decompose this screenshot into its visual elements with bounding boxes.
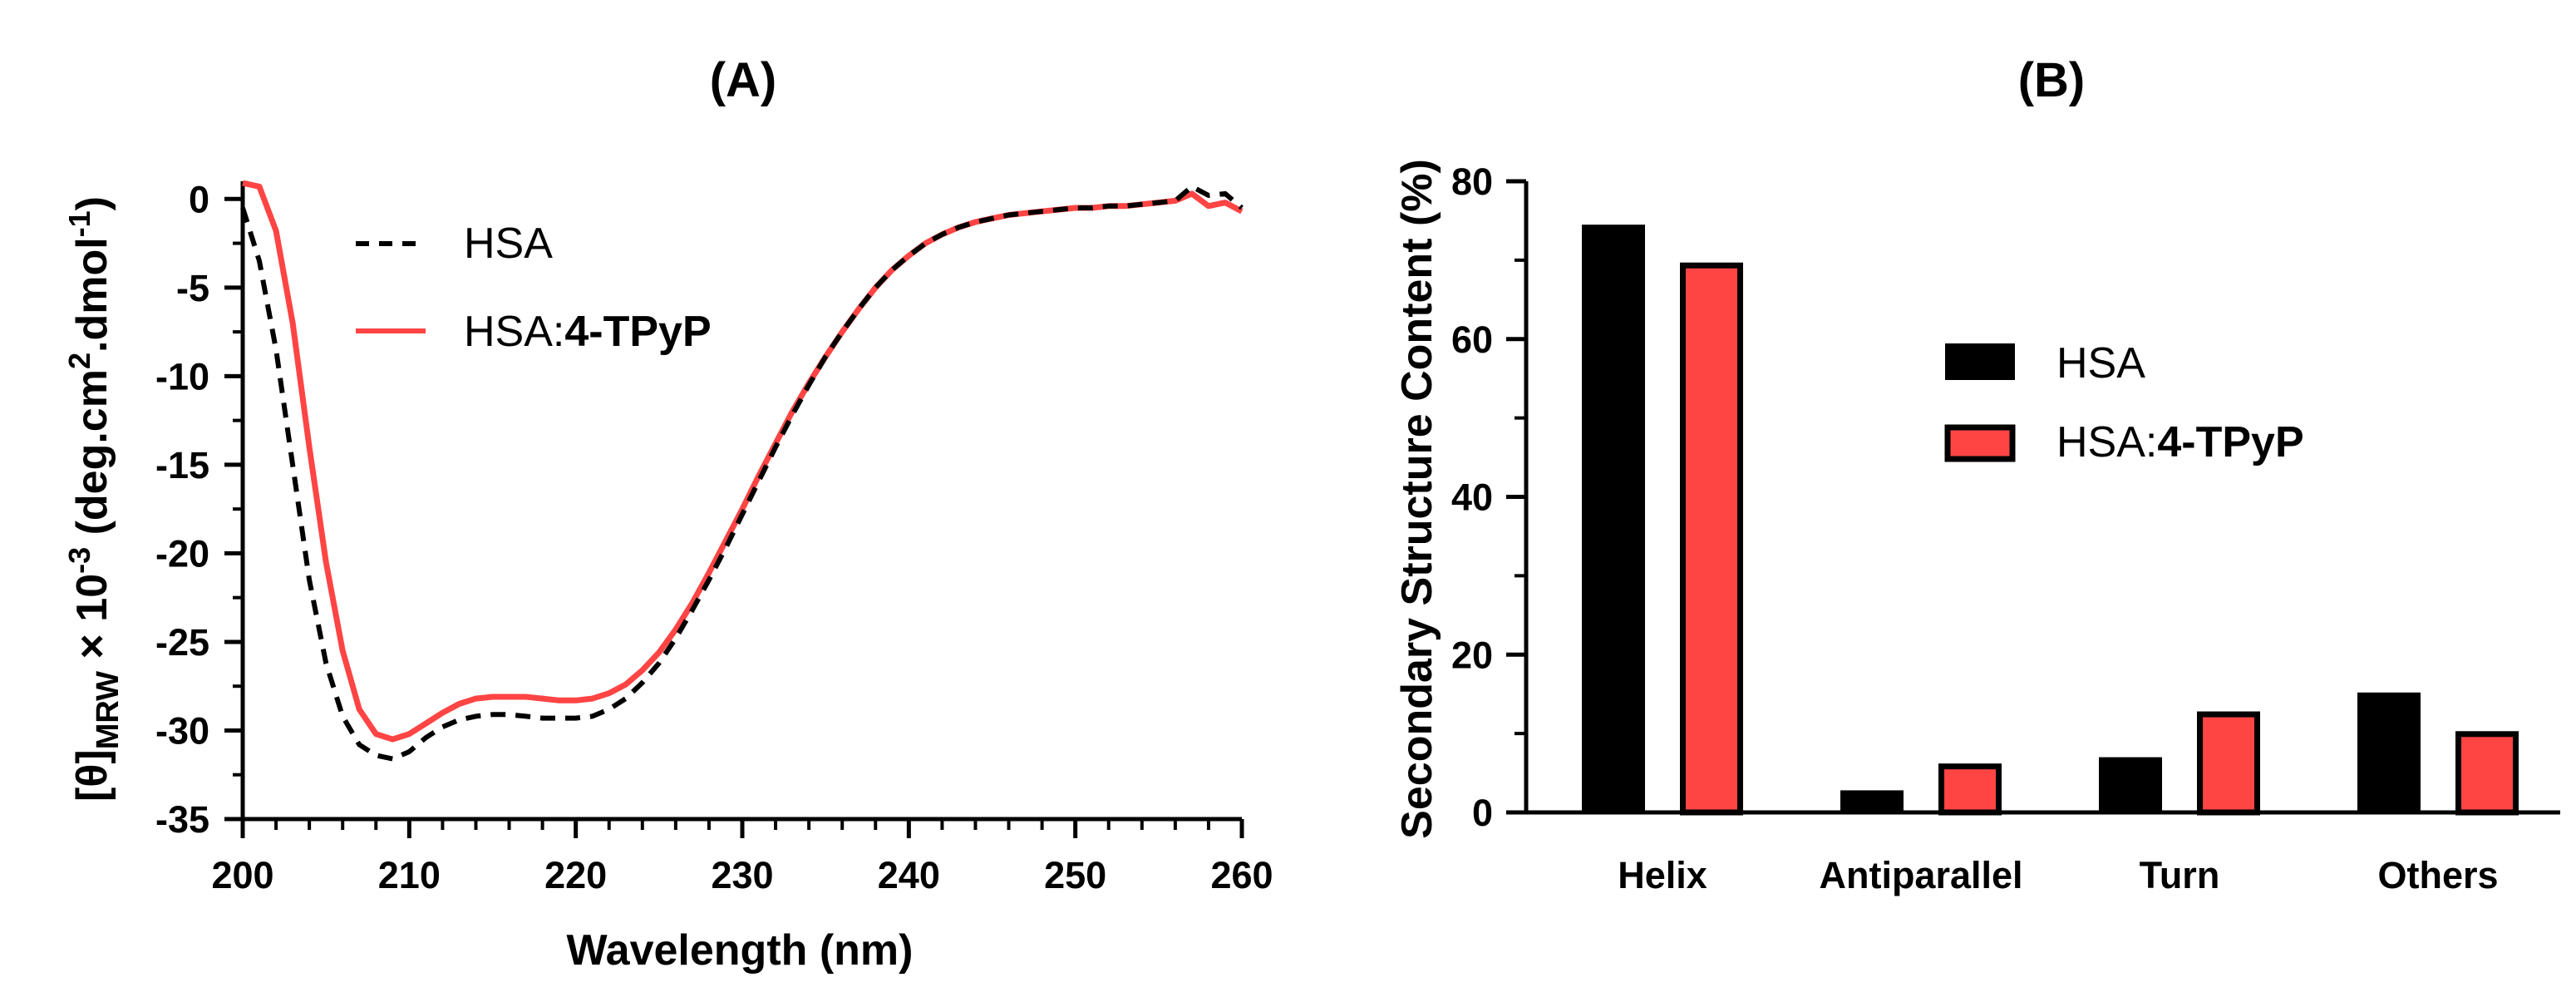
panel-a-x-label: Wavelength (nm)	[567, 926, 914, 975]
panel-a-series	[240, 180, 1244, 762]
y-label-units-a: (deg.cm	[68, 369, 116, 547]
category-label-others: Others	[2377, 854, 2498, 896]
legend-b-hsa-tpyp-bold: 4-TPyP	[2157, 418, 2303, 466]
panel-b-ticks: 0 20 40 60 80	[1451, 160, 1526, 834]
y-tick-label--5: -5	[176, 267, 209, 309]
y-label-units-exp2: -1	[62, 210, 96, 237]
bar-others-hsa-tpyp	[2455, 731, 2519, 816]
panel-b-legend: HSA HSA:4-TPyP	[1944, 339, 2304, 466]
panel-b-title: (B)	[2018, 53, 2086, 107]
panel-a-ticks: 200 210 220 230 240 250 260 0 -5 -10 -15 -20 -25 -30 -…	[155, 178, 1273, 896]
y-tick-label--15: -15	[155, 444, 209, 486]
y-tick-label--10: -10	[155, 355, 209, 397]
y-tick-label--35: -35	[155, 798, 209, 841]
bar-turn-hsa	[2099, 757, 2162, 812]
bar-helix-hsa	[1582, 225, 1645, 812]
legend-b-hsa-swatch	[1945, 343, 2015, 380]
bar-antiparallel-hsa	[1840, 790, 1904, 812]
panel-b-y-label: Secondary Structure Content (%)	[1393, 159, 1441, 839]
y-label-units-b: .dmol	[68, 237, 116, 353]
panel-a-y-label: [θ]MRW × 10-3 (deg.cm2.dmol-1)	[62, 196, 126, 802]
b-y-tick-label-20: 20	[1451, 634, 1493, 676]
series-line-hsa-tpyp	[242, 180, 1244, 743]
panel-a: (A) 200 210 220 230 240 250 260 0 -5 -10 -15 -20 -25…	[62, 53, 1273, 975]
bar-helix-hsa-tpyp	[1680, 262, 1743, 816]
panel-b-categories: Helix Antiparallel Turn Others	[1618, 854, 2498, 896]
x-tick-label-250: 250	[1044, 854, 1106, 896]
y-label-theta: [θ]	[68, 749, 116, 802]
legend-hsa-tpyp-label: HSA:4-TPyP	[464, 308, 712, 356]
x-tick-label-230: 230	[711, 854, 773, 896]
y-tick-label--30: -30	[155, 709, 209, 752]
legend-b-hsa-tpyp-label: HSA:4-TPyP	[2056, 418, 2304, 466]
bar-antiparallel-hsa-tpyp	[1938, 763, 2002, 816]
category-label-turn: Turn	[2140, 854, 2220, 896]
panel-b-bars	[1582, 225, 2519, 816]
y-label-sub: MRW	[91, 671, 126, 749]
legend-hsa-tpyp-bold: 4-TPyP	[564, 308, 711, 356]
b-y-tick-label-40: 40	[1451, 476, 1493, 519]
x-tick-label-210: 210	[378, 854, 441, 896]
y-tick-label--20: -20	[155, 532, 209, 575]
legend-b-hsa-tpyp-swatch	[1944, 424, 2016, 462]
panel-a-axes	[240, 181, 1242, 822]
b-y-tick-label-0: 0	[1472, 792, 1493, 834]
x-tick-label-260: 260	[1210, 854, 1273, 896]
b-y-tick-label-60: 60	[1451, 318, 1493, 361]
bar-turn-hsa-tpyp	[2197, 711, 2260, 816]
category-label-antiparallel: Antiparallel	[1819, 854, 2022, 896]
panel-a-title: (A)	[710, 53, 777, 107]
series-line-hsa	[240, 184, 1244, 762]
b-y-tick-label-80: 80	[1451, 160, 1493, 203]
legend-b-hsa-tpyp-prefix: HSA:	[2056, 418, 2157, 466]
x-tick-label-200: 200	[211, 854, 273, 896]
legend-hsa-label: HSA	[464, 220, 553, 268]
legend-b-hsa-label: HSA	[2056, 339, 2145, 387]
x-tick-label-220: 220	[544, 854, 607, 896]
panel-b: (B) 0 20 40 60 80 Helix Antiparallel Turn Other…	[1393, 53, 2560, 896]
legend-hsa-tpyp-prefix: HSA:	[464, 308, 564, 356]
y-tick-label-0: 0	[189, 178, 209, 220]
y-label-times: × 10	[68, 574, 116, 671]
y-label-units-exp1: 2	[62, 353, 96, 369]
x-tick-label-240: 240	[878, 854, 940, 896]
panel-a-legend: HSA HSA:4-TPyP	[356, 220, 712, 356]
bar-others-hsa	[2357, 692, 2421, 812]
y-label-units-c: )	[68, 196, 116, 210]
y-label-exp: -3	[62, 547, 96, 574]
y-tick-label--25: -25	[155, 621, 209, 664]
category-label-helix: Helix	[1618, 854, 1707, 896]
